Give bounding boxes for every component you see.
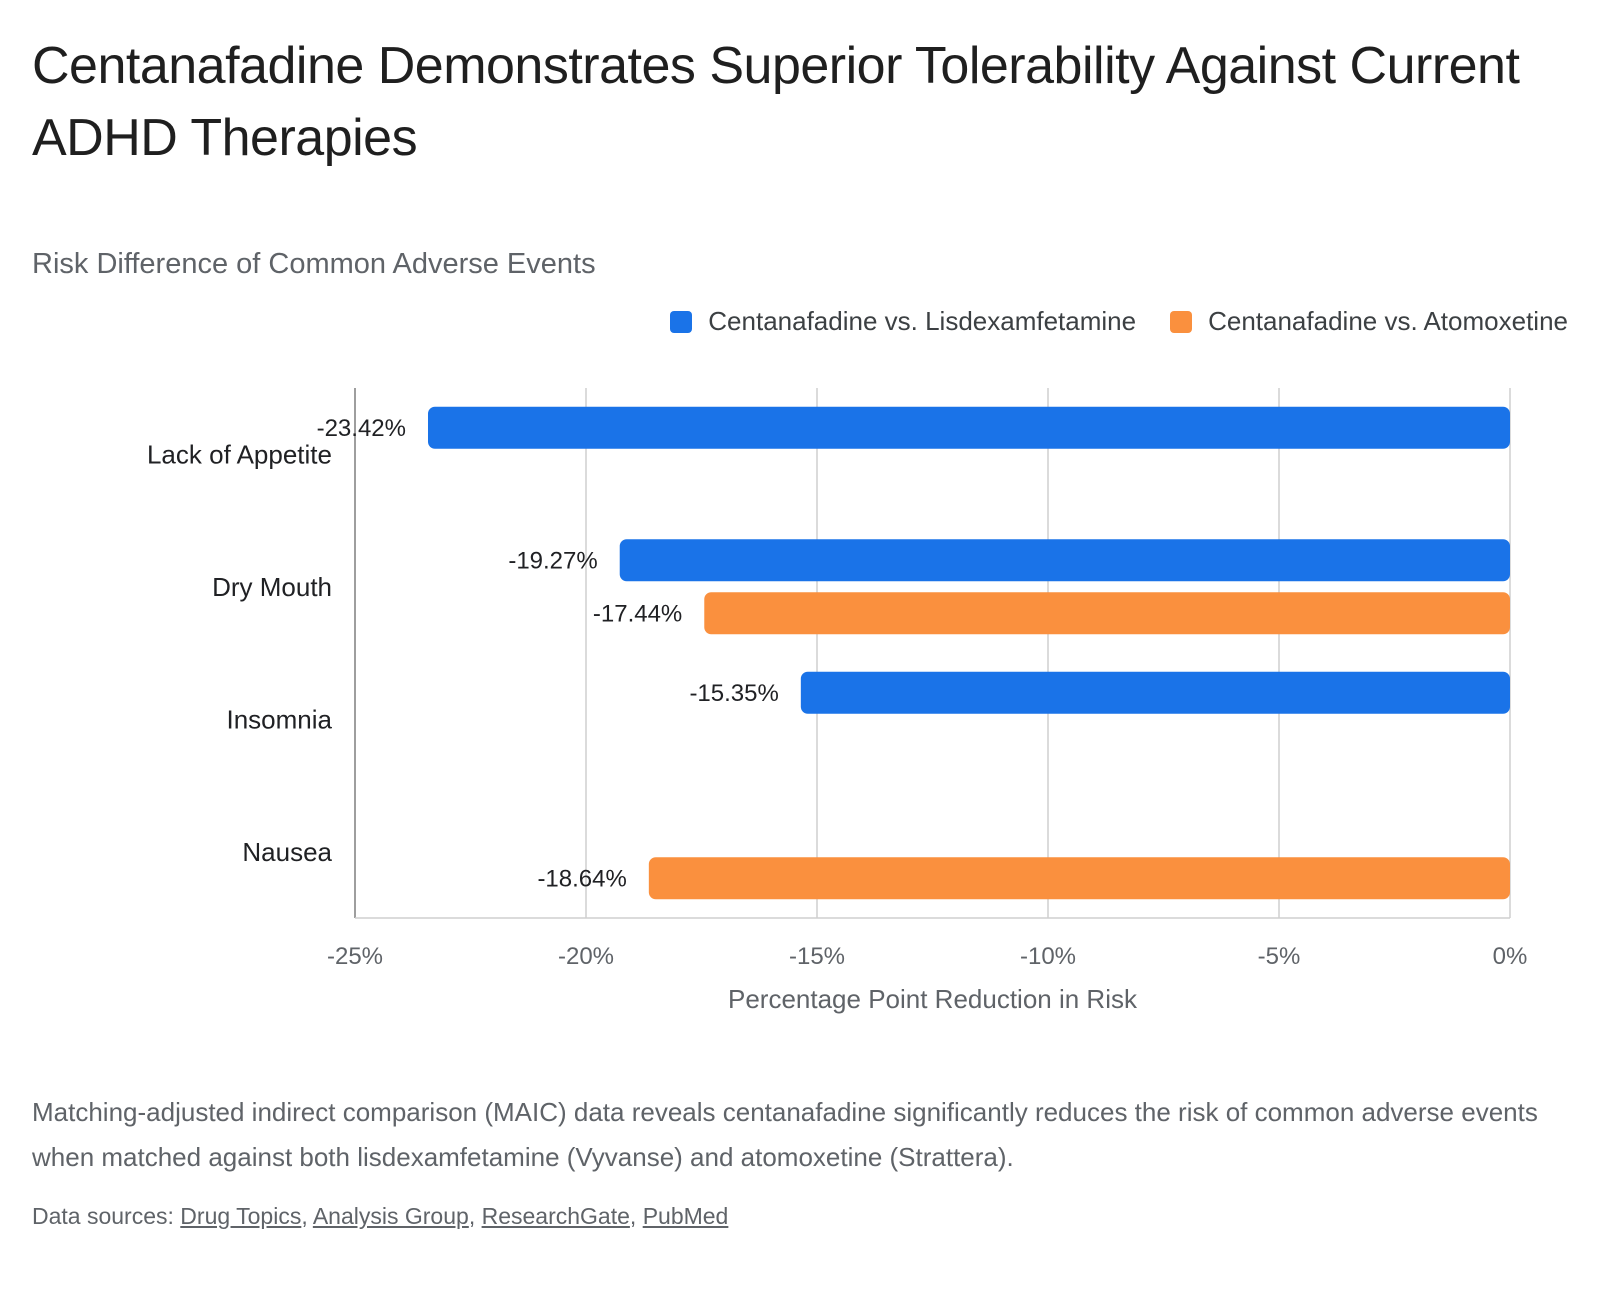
x-tick-label: 0% [1493,943,1528,970]
page-title: Centanafadine Demonstrates Superior Tole… [32,37,1520,167]
bar-lack-of-appetite-series-1 [427,406,1511,449]
legend-swatch-atomoxetine [1170,310,1193,333]
category-label-lack-of-appetite: Lack of Appetite [147,439,332,469]
legend-item-lisdexamfetamine[interactable]: Centanafadine vs. Lisdexamfetamine [670,306,1136,337]
legend-swatch-lisdexamfetamine [670,310,693,333]
chart-legend: Centanafadine vs. Lisdexamfetamine Centa… [636,306,1568,337]
bar-insomnia-series-1 [800,671,1510,714]
chart-title: Risk Difference of Common Adverse Events [32,248,596,280]
bar-dry-mouth-series-1 [619,539,1510,582]
category-label-insomnia: Insomnia [227,704,333,734]
x-tick-label: -5% [1258,943,1301,970]
data-sources: Data sources: Drug Topics, Analysis Grou… [32,1203,729,1229]
source-link-pubmed[interactable]: PubMed [642,1203,729,1229]
bar-chart: -25% -20% -15% -10% -5% 0% Percentage Point Re… [147,388,1528,1014]
category-label-dry-mouth: Dry Mouth [212,572,332,602]
sources-label: Data sources: [32,1203,174,1229]
bar-dry-mouth-series-2 [704,592,1510,635]
data-label: -23.42% [317,415,406,442]
x-tick-label: -15% [789,943,845,970]
source-link-analysis-group[interactable]: Analysis Group [312,1203,469,1229]
legend-label-atomoxetine: Centanafadine vs. Atomoxetine [1208,306,1568,336]
data-label: -17.44% [593,600,682,627]
x-tick-label: -20% [558,943,614,970]
source-link-drug-topics[interactable]: Drug Topics [180,1203,302,1229]
legend-item-atomoxetine[interactable]: Centanafadine vs. Atomoxetine [1170,306,1568,337]
chart-description: Matching-adjusted indirect comparison (M… [32,1097,1538,1172]
x-tick-label: -10% [1020,943,1076,970]
source-link-researchgate[interactable]: ResearchGate [481,1203,630,1229]
x-tick-label: -25% [327,943,383,970]
data-label: -19.27% [508,547,597,574]
category-label-nausea: Nausea [242,837,332,867]
data-label: -15.35% [689,680,778,707]
data-label: -18.64% [537,865,626,892]
legend-label-lisdexamfetamine: Centanafadine vs. Lisdexamfetamine [708,306,1137,336]
bar-nausea-series-2 [648,857,1510,900]
x-axis-title: Percentage Point Reduction in Risk [728,984,1138,1014]
